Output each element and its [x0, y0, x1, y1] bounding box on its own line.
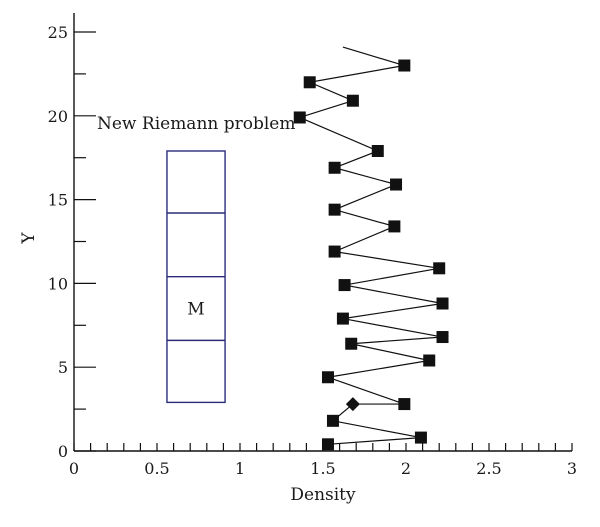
y-tick-label: 25 — [48, 23, 68, 42]
data-point-square — [390, 178, 403, 191]
y-tick-label: 20 — [48, 107, 68, 126]
x-tick-label: 2 — [401, 459, 411, 478]
x-ticks: 0 0.5 1 1.5 2 2.5 3 — [69, 443, 577, 478]
y-tick-label: 10 — [48, 274, 68, 293]
y-tick-label: 15 — [48, 191, 68, 210]
y-axis-title: Y — [19, 232, 39, 245]
data-point-square — [328, 203, 341, 216]
axes — [73, 13, 572, 452]
data-point-square — [338, 279, 351, 292]
x-tick-label: 2.5 — [476, 459, 501, 478]
data-point-square — [328, 245, 341, 258]
data-point-square — [346, 94, 359, 107]
y-tick-label: 0 — [58, 442, 68, 461]
box-cell-label: M — [187, 300, 204, 320]
x-tick-label: 0 — [69, 459, 79, 478]
data-point-square — [336, 312, 349, 325]
series-line — [298, 46, 443, 445]
data-point-square — [398, 398, 411, 411]
data-point-square — [371, 144, 384, 157]
data-point-square — [321, 371, 334, 384]
riemann-problem-box — [166, 150, 226, 404]
data-point-square — [388, 220, 401, 233]
y-ticks: 0 5 10 15 20 25 — [48, 23, 96, 461]
data-point-square — [433, 262, 446, 275]
x-tick-label: 3 — [567, 459, 577, 478]
data-point-square — [303, 76, 316, 89]
data-point-square — [436, 331, 449, 344]
x-tick-label: 1.5 — [310, 459, 335, 478]
data-point-square — [398, 59, 411, 72]
data-point-square — [326, 414, 339, 427]
data-point-square — [436, 297, 449, 310]
density-series — [293, 46, 449, 451]
y-tick-label: 5 — [58, 358, 68, 377]
data-point-square — [321, 438, 334, 451]
x-tick-label: 0.5 — [144, 459, 169, 478]
x-tick-label: 1 — [235, 459, 245, 478]
annotation-label: New Riemann problem — [97, 114, 296, 134]
data-point-diamond — [345, 397, 360, 412]
x-axis-title: Density — [290, 485, 356, 505]
data-point-square — [293, 111, 306, 124]
data-point-square — [423, 354, 436, 367]
data-point-square — [328, 161, 341, 174]
data-point-square — [414, 431, 427, 444]
data-point-square — [345, 337, 358, 350]
